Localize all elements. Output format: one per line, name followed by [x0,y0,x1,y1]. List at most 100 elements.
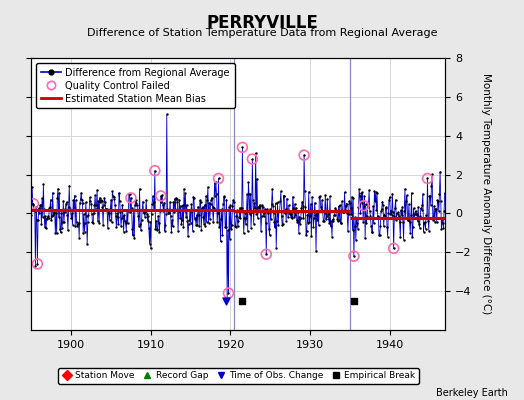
Point [184,221,193,227]
Point [33,261,41,267]
Point [55,190,63,196]
Point [425,193,434,200]
Point [232,213,241,219]
Point [317,207,325,214]
Point [117,223,125,229]
Point [274,199,282,206]
Point [194,212,203,218]
Point [182,214,190,221]
Point [154,226,162,233]
Point [135,186,144,192]
Point [117,215,126,221]
Point [102,206,110,213]
Point [139,198,147,205]
Point [262,251,270,258]
Point [256,203,265,209]
Point [434,198,442,204]
Point [78,197,86,203]
Point [136,220,145,227]
Text: Berkeley Earth: Berkeley Earth [436,388,508,398]
Point [424,227,433,234]
Point [352,237,360,243]
Point [84,212,93,218]
Point [172,194,180,201]
Point [109,192,117,199]
Point [184,233,192,240]
Point [141,208,150,214]
Point [259,204,267,210]
Point [411,211,419,217]
Point [260,210,268,216]
Point [330,212,338,218]
Point [29,202,37,208]
Point [342,200,351,207]
Point [381,212,389,219]
Point [356,210,365,216]
Point [423,175,432,182]
Point [62,201,70,207]
Point [65,182,73,189]
Point [168,217,176,223]
Point [248,156,257,162]
Point [37,221,46,228]
Point [146,219,155,225]
Point [74,220,83,227]
Point [30,208,39,214]
Point [49,212,58,218]
Point [352,216,361,222]
Point [407,212,415,218]
Point [108,188,116,194]
Point [63,212,71,218]
Point [362,220,370,226]
Point [285,202,293,209]
Point [347,194,356,200]
Point [293,219,302,226]
Point [344,211,353,217]
Point [362,201,370,208]
Point [389,245,398,252]
Point [122,228,130,234]
Point [354,226,362,232]
Point [274,222,282,228]
Point [309,224,318,230]
Point [222,298,231,304]
Point [301,204,310,210]
Point [106,205,115,212]
Point [337,220,345,226]
Point [250,200,258,206]
Point [341,207,350,213]
Point [44,213,52,219]
Point [183,218,192,224]
Point [164,210,172,216]
Point [252,210,260,217]
Point [87,201,95,207]
Point [200,202,209,208]
Point [187,201,195,208]
Point [156,208,165,214]
Point [348,226,357,233]
Point [221,224,230,230]
Point [110,194,118,200]
Point [296,220,304,227]
Point [75,200,84,206]
Point [202,219,211,225]
Point [165,210,173,216]
Point [315,194,323,200]
Point [165,208,173,214]
Point [354,204,363,210]
Point [114,221,123,228]
Point [276,198,285,204]
Point [129,232,137,239]
Point [82,199,90,205]
Point [339,208,347,215]
Point [366,213,375,219]
Point [423,175,432,182]
Point [376,222,385,229]
Point [367,228,376,235]
Point [129,207,138,213]
Point [429,217,438,224]
Point [37,202,45,208]
Point [88,219,96,225]
Point [57,210,66,216]
Point [212,179,220,186]
